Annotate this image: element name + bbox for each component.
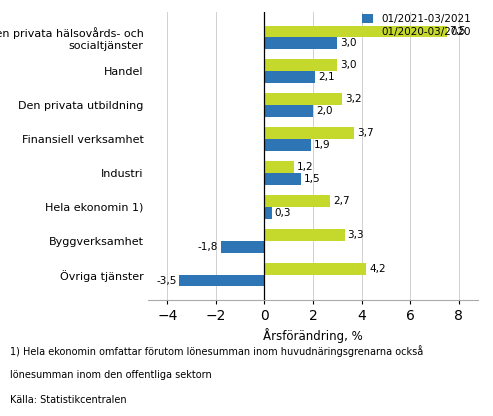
Text: 3,0: 3,0 <box>340 38 357 48</box>
Bar <box>221 241 264 253</box>
Bar <box>264 105 313 117</box>
X-axis label: Årsförändring, %: Årsförändring, % <box>263 328 363 343</box>
Bar <box>179 275 264 287</box>
Text: 3,7: 3,7 <box>357 128 374 138</box>
Text: 1,9: 1,9 <box>314 140 330 150</box>
Bar <box>264 195 330 207</box>
Text: lönesumman inom den offentliga sektorn: lönesumman inom den offentliga sektorn <box>10 370 211 380</box>
Text: 1,2: 1,2 <box>296 162 313 172</box>
Text: 2,0: 2,0 <box>316 106 332 116</box>
Bar <box>264 207 272 219</box>
Text: 3,2: 3,2 <box>345 94 362 104</box>
Text: 3,0: 3,0 <box>340 60 357 70</box>
Text: 0,3: 0,3 <box>275 208 291 218</box>
Bar <box>264 93 342 105</box>
Text: 4,2: 4,2 <box>369 264 386 274</box>
Text: 3,3: 3,3 <box>348 230 364 240</box>
Bar <box>264 59 337 71</box>
Text: -3,5: -3,5 <box>156 275 176 285</box>
Bar <box>264 37 337 49</box>
Bar <box>264 263 366 275</box>
Text: 2,1: 2,1 <box>318 72 335 82</box>
Text: 2,7: 2,7 <box>333 196 350 206</box>
Bar <box>264 25 447 37</box>
Bar <box>264 71 316 83</box>
Text: 1,5: 1,5 <box>304 174 320 184</box>
Text: -1,8: -1,8 <box>198 242 218 252</box>
Bar <box>264 229 345 241</box>
Legend: 01/2021-03/2021, 01/2020-03/2020: 01/2021-03/2021, 01/2020-03/2020 <box>360 12 473 39</box>
Bar <box>264 173 301 185</box>
Text: 1) Hela ekonomin omfattar förutom lönesumman inom huvudnäringsgrenarna också: 1) Hela ekonomin omfattar förutom lönesu… <box>10 345 423 357</box>
Bar <box>264 139 311 151</box>
Text: Källa: Statistikcentralen: Källa: Statistikcentralen <box>10 395 127 405</box>
Bar <box>264 127 354 139</box>
Bar <box>264 161 294 173</box>
Text: 7,5: 7,5 <box>450 27 466 37</box>
